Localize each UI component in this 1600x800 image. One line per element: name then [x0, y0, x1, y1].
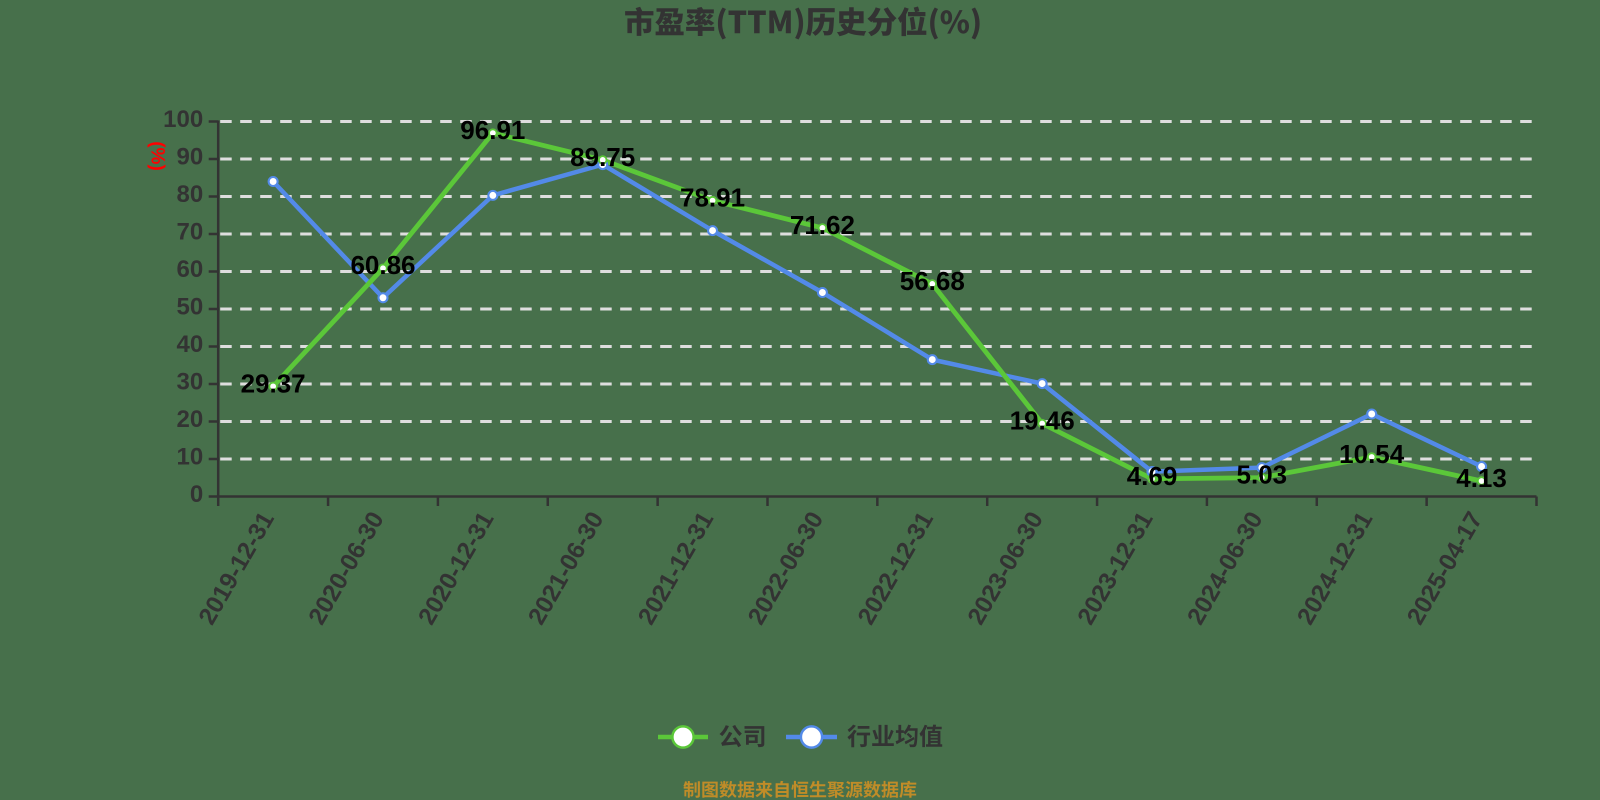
svg-text:30: 30 [176, 368, 203, 395]
svg-text:(%): (%) [147, 141, 168, 171]
svg-text:71.62: 71.62 [790, 210, 855, 240]
svg-text:10.54: 10.54 [1339, 439, 1405, 469]
svg-text:50: 50 [176, 293, 203, 320]
svg-text:100: 100 [163, 106, 203, 133]
svg-text:4.13: 4.13 [1456, 463, 1507, 493]
svg-text:29.37: 29.37 [241, 368, 306, 398]
svg-text:5.03: 5.03 [1237, 460, 1288, 490]
svg-text:4.69: 4.69 [1127, 461, 1178, 491]
svg-text:80: 80 [176, 181, 203, 208]
svg-text:0: 0 [190, 481, 203, 508]
svg-text:89.75: 89.75 [570, 142, 635, 172]
svg-text:10: 10 [176, 443, 203, 470]
svg-text:60: 60 [176, 256, 203, 283]
svg-text:96.91: 96.91 [460, 115, 525, 145]
svg-text:20: 20 [176, 406, 203, 433]
svg-text:40: 40 [176, 331, 203, 358]
svg-text:56.68: 56.68 [900, 266, 965, 296]
svg-text:90: 90 [176, 143, 203, 170]
svg-text:19.46: 19.46 [1010, 405, 1075, 435]
svg-text:70: 70 [176, 218, 203, 245]
svg-text:78.91: 78.91 [680, 183, 745, 213]
svg-text:60.86: 60.86 [350, 250, 415, 280]
